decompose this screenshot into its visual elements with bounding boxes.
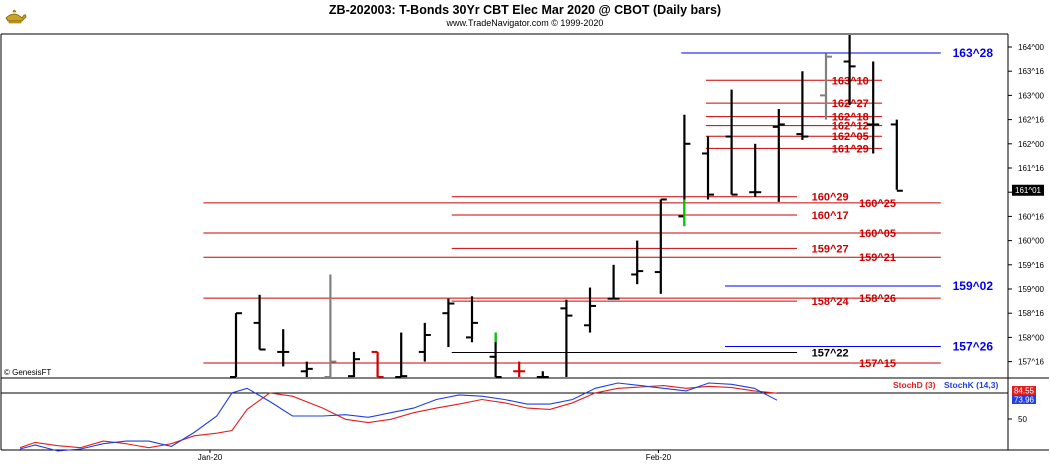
level-label: 162^18 <box>832 112 869 124</box>
ohlc-bar <box>253 294 266 351</box>
y-tick-label: 163^00 <box>1018 91 1045 100</box>
level-label: 158^24 <box>812 296 850 308</box>
stochd-legend: StochD (3) <box>893 380 936 390</box>
ohlc-bar <box>442 298 455 348</box>
stochk-legend: StochK (14,3) <box>944 380 998 390</box>
ohlc-bar <box>536 371 549 378</box>
y-tick-label: 160^16 <box>1018 212 1045 221</box>
chart-frame <box>0 33 1049 451</box>
ohlc-bar <box>324 274 337 378</box>
stochastic-panel <box>19 382 778 452</box>
ohlc-bar <box>230 312 242 378</box>
level-label: 162^05 <box>832 131 869 143</box>
level-label: 162^12 <box>832 121 869 133</box>
y-tick-label: 158^00 <box>1018 333 1045 342</box>
level-label: 160^29 <box>812 192 849 204</box>
ohlc-bar <box>395 332 408 378</box>
ohlc-bar <box>584 287 596 333</box>
ohlc-bar <box>300 361 313 377</box>
last-price-label: 161^01 <box>1015 186 1042 195</box>
price-levels: 163^28163^10162^27162^18162^12162^05161^… <box>203 46 993 370</box>
y-tick-label: 160^00 <box>1018 237 1045 246</box>
ohlc-bar <box>843 35 856 106</box>
level-label: 159^21 <box>859 252 896 264</box>
ohlc-bar <box>725 89 738 196</box>
y-tick-label: 158^16 <box>1018 309 1045 318</box>
ohlc-bar <box>466 296 478 343</box>
level-label: 157^22 <box>812 348 849 360</box>
y-tick-label: 157^16 <box>1018 358 1045 367</box>
ohlc-bar <box>772 108 785 202</box>
ohlc-bar <box>631 240 644 285</box>
ohlc-bar <box>489 332 502 378</box>
level-label: 159^27 <box>812 243 849 255</box>
ohlc-bar <box>513 361 526 377</box>
watermark: © GenesisFT <box>4 368 51 377</box>
y-tick-label: 161^16 <box>1018 164 1045 173</box>
level-label: 160^25 <box>859 198 896 210</box>
y-tick-label: 159^16 <box>1018 261 1045 270</box>
y-tick-label: 163^16 <box>1018 67 1045 76</box>
ohlc-bar <box>277 329 290 367</box>
genie-lamp-icon <box>5 9 27 24</box>
ohlc-bar <box>820 53 832 120</box>
level-label: 158^26 <box>859 293 896 305</box>
price-axis: 164^00 163^16 163^00 162^16 162^00 161^16 161^… <box>1008 43 1045 367</box>
level-label: 159^02 <box>953 279 994 293</box>
ohlc-bar <box>607 264 620 300</box>
ohlc-bar <box>890 119 903 192</box>
last-price-badge: 161^01 <box>1012 184 1044 196</box>
level-label: 157^26 <box>953 339 994 353</box>
y-tick-label: 164^00 <box>1018 43 1045 52</box>
stochk-badge-bg <box>1012 395 1036 404</box>
ohlc-bar <box>654 198 667 294</box>
level-label: 161^29 <box>832 143 869 155</box>
ohlc-bar <box>867 61 880 154</box>
level-label: 163^28 <box>953 46 994 60</box>
ohlc-bar <box>678 114 691 227</box>
level-label: 160^17 <box>812 210 849 222</box>
y-tick-label: 162^00 <box>1018 140 1045 149</box>
level-label: 157^15 <box>859 358 896 370</box>
x-tick-label: Feb-20 <box>646 453 672 462</box>
ohlc-bar <box>749 143 762 198</box>
stochk-badge: 73.96 <box>1014 396 1035 405</box>
date-axis: Jan-20 Feb-20 <box>198 450 672 462</box>
ohlc-bar <box>348 351 360 378</box>
ohlc-bar <box>418 322 431 362</box>
stochd-badge: 84.55 <box>1014 387 1035 396</box>
ohlc-bar <box>560 299 573 377</box>
stoch-y-tick: 50 <box>1018 415 1027 424</box>
ohlc-bars <box>230 35 903 378</box>
y-tick-label: 162^16 <box>1018 116 1045 125</box>
chart-title: ZB-202003: T-Bonds 30Yr CBT Elec Mar 202… <box>329 3 721 17</box>
stochd-badge-bg <box>1012 386 1036 395</box>
stoch-line <box>19 385 778 449</box>
x-tick-label: Jan-20 <box>198 453 223 462</box>
ohlc-bar <box>702 136 714 200</box>
ohlc-bar <box>796 71 809 140</box>
level-label: 160^05 <box>859 228 896 240</box>
y-tick-label: 159^00 <box>1018 285 1045 294</box>
stoch-line <box>19 382 778 452</box>
chart-subtitle: www.TradeNavigator.com © 1999-2020 <box>446 18 604 28</box>
ohlc-bar <box>371 350 384 378</box>
